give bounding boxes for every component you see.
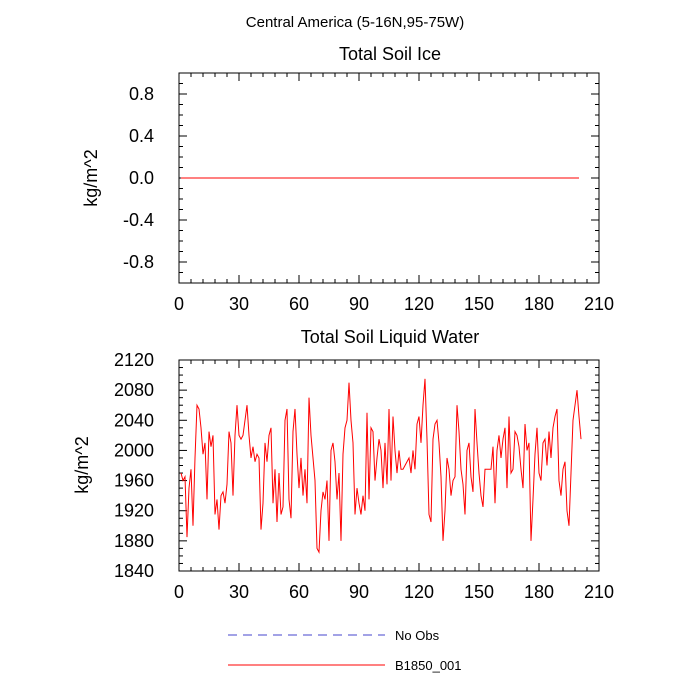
soil-ice-title: Total Soil Ice <box>339 44 441 64</box>
soil-liquid-water-y-tick-label: 2080 <box>114 380 154 400</box>
soil-ice-x-tick-label: 150 <box>464 294 494 314</box>
soil-ice-panel: Total Soil Ice kg/m^2 0 30 60 90 120 150 180 21… <box>81 44 614 314</box>
soil-ice-y-tick-label: 0.8 <box>129 84 154 104</box>
legend: No Obs B1850_001 <box>228 628 462 673</box>
figure-title: Central America (5-16N,95-75W) <box>246 14 464 31</box>
soil-ice-x-tick-label: 210 <box>584 294 614 314</box>
soil-ice-x-tick-label: 90 <box>349 294 369 314</box>
soil-liquid-water-x-tick-label: 90 <box>349 582 369 602</box>
soil-ice-y-tick-label: -0.4 <box>123 210 154 230</box>
legend-no-obs-label: No Obs <box>395 628 440 643</box>
legend-b1850-label: B1850_001 <box>395 658 462 673</box>
soil-ice-x-tick-label: 120 <box>404 294 434 314</box>
soil-ice-x-tick-label: 60 <box>289 294 309 314</box>
soil-ice-y-axis-label: kg/m^2 <box>81 149 101 206</box>
soil-liquid-water-x-tick-label: 210 <box>584 582 614 602</box>
soil-liquid-water-y-tick-label: 2120 <box>114 350 154 370</box>
soil-ice-x-tick-label: 0 <box>174 294 184 314</box>
soil-liquid-water-y-tick-label: 2040 <box>114 410 154 430</box>
soil-ice-x-tick-label: 30 <box>229 294 249 314</box>
soil-liquid-water-y-axis-label: kg/m^2 <box>72 436 92 493</box>
soil-liquid-water-x-tick-label: 150 <box>464 582 494 602</box>
soil-liquid-water-x-tick-label: 60 <box>289 582 309 602</box>
soil-liquid-water-x-tick-label: 180 <box>524 582 554 602</box>
soil-ice-x-tick-label: 180 <box>524 294 554 314</box>
soil-liquid-water-y-tick-label: 1920 <box>114 501 154 521</box>
soil-liquid-water-x-tick-label: 0 <box>174 582 184 602</box>
soil-liquid-water-y-tick-label: 1840 <box>114 561 154 581</box>
soil-liquid-water-panel: Total Soil Liquid Water kg/m^2 0 30 60 90 12… <box>72 327 614 602</box>
soil-ice-y-tick-label: -0.8 <box>123 252 154 272</box>
soil-liquid-water-y-tick-label: 2000 <box>114 440 154 460</box>
soil-liquid-water-y-tick-label: 1960 <box>114 471 154 491</box>
soil-liquid-water-x-tick-label: 120 <box>404 582 434 602</box>
soil-ice-y-tick-label: 0.0 <box>129 168 154 188</box>
soil-liquid-water-plot-frame <box>178 359 600 572</box>
soil-liquid-water-series-line <box>180 378 582 555</box>
soil-liquid-water-x-tick-label: 30 <box>229 582 249 602</box>
soil-ice-y-tick-label: 0.4 <box>129 126 154 146</box>
soil-liquid-water-title: Total Soil Liquid Water <box>301 327 479 347</box>
soil-liquid-water-y-tick-label: 1880 <box>114 531 154 551</box>
